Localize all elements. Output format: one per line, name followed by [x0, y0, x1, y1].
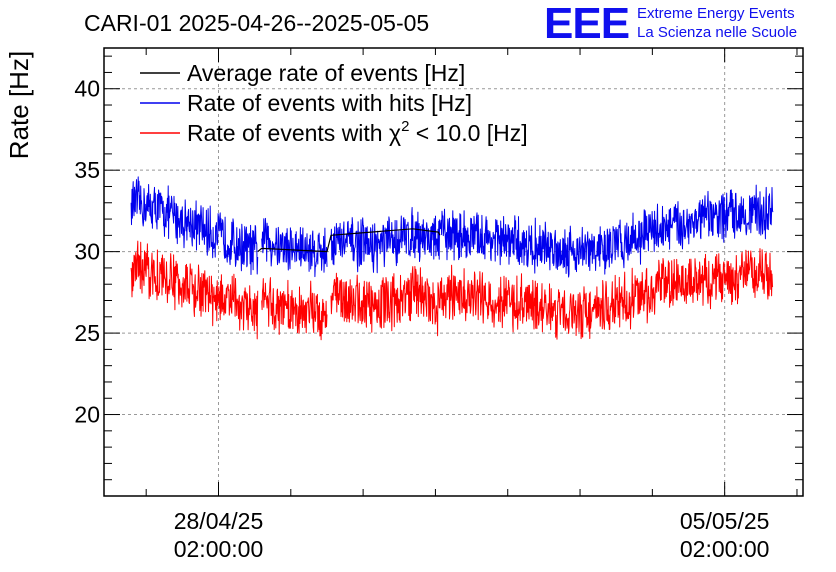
eee-logo: EEE — [544, 0, 630, 48]
x-tick-label-time: 02:00:00 — [174, 536, 264, 562]
y-tick-label: 30 — [74, 239, 100, 265]
logo-caption-line1: Extreme Energy Events — [637, 5, 795, 22]
x-tick-label-time: 02:00:00 — [680, 536, 770, 562]
chart-title: CARI-01 2025-04-26--2025-05-05 — [84, 10, 430, 36]
y-tick-label: 20 — [74, 402, 100, 428]
grid — [104, 48, 803, 496]
y-tick-label: 25 — [74, 320, 100, 346]
logo-caption: Extreme Energy Events La Scienza nelle S… — [637, 4, 797, 42]
y-tick-label: 35 — [74, 157, 100, 183]
logo-caption-line2: La Scienza nelle Scuole — [637, 24, 798, 41]
legend-label-average: Average rate of events [Hz] — [187, 60, 465, 86]
legend: Average rate of events [Hz] Rate of event… — [140, 60, 528, 146]
x-tick-label-date: 05/05/25 — [680, 508, 770, 534]
plot-frame — [103, 47, 804, 497]
series-chi2 — [130, 240, 774, 341]
axis-ticks: 202530354028/04/2502:00:0005/05/2502:00:… — [74, 48, 803, 562]
y-axis-label: Rate [Hz] — [4, 51, 34, 159]
legend-label-chi2: Rate of events with χ2 < 10.0 [Hz] — [187, 118, 528, 146]
x-tick-label-date: 28/04/25 — [174, 508, 264, 534]
y-tick-label: 40 — [74, 76, 100, 102]
series-average — [257, 228, 441, 253]
legend-label-hits: Rate of events with hits [Hz] — [187, 90, 472, 116]
series-area — [130, 176, 774, 341]
series-hits — [130, 176, 774, 278]
